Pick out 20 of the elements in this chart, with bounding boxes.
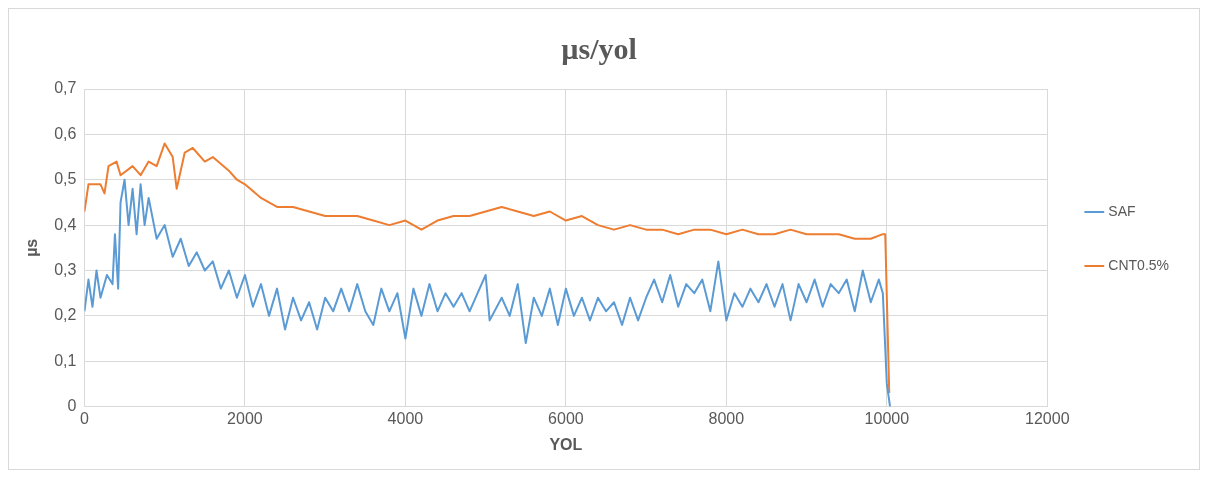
y-tick-label: 0 xyxy=(67,397,77,415)
x-tick-label: 12000 xyxy=(1025,409,1070,427)
y-tick-label: 0,7 xyxy=(54,79,77,97)
x-tick-label: 4000 xyxy=(387,409,424,427)
x-axis-title: YOL xyxy=(549,435,583,453)
y-tick-label: 0,4 xyxy=(54,215,77,233)
y-tick-label: 0,5 xyxy=(54,170,77,188)
y-tick-label: 0,1 xyxy=(54,351,77,369)
x-tick-label: 0 xyxy=(79,409,89,427)
y-axis-title: µs xyxy=(23,238,41,257)
y-tick-label: 0,6 xyxy=(54,124,77,142)
chart-title: µs/yol xyxy=(561,31,637,65)
y-tick-label: 0,3 xyxy=(54,260,77,278)
x-tick-label: 6000 xyxy=(548,409,584,427)
x-tick-label: 2000 xyxy=(227,409,263,427)
x-tick-label: 8000 xyxy=(708,409,745,427)
legend-label: SAF xyxy=(1108,202,1136,219)
x-tick-label: 10000 xyxy=(864,409,910,427)
y-tick-label: 0,2 xyxy=(54,306,77,324)
legend-label: CNT0.5% xyxy=(1108,256,1169,273)
